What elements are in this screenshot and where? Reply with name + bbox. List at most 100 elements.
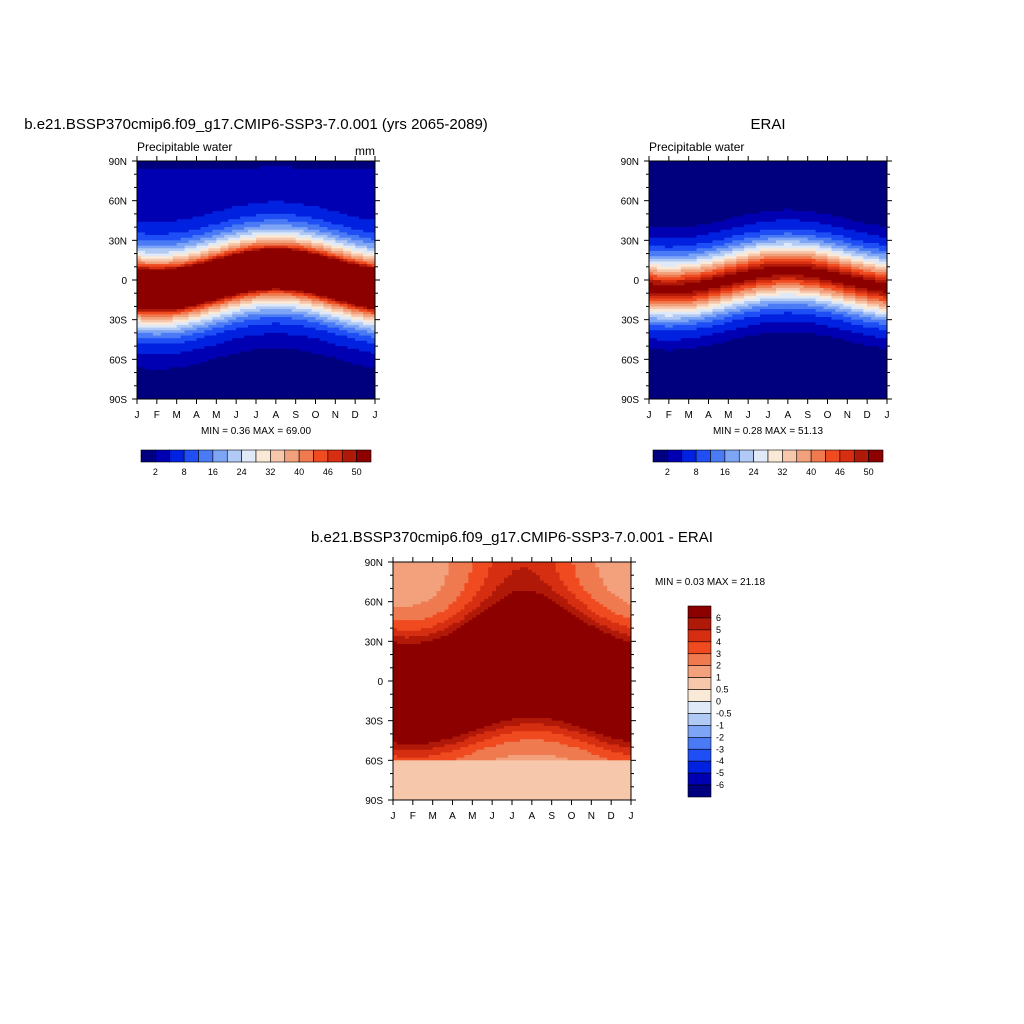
heatmap-cell [184,287,190,292]
heatmap-cell [228,227,233,231]
heatmap-cell [259,235,265,239]
heatmap-cell [311,232,317,236]
heatmap-cell [220,306,225,310]
heatmap-cell [323,335,328,339]
heatmap-cell [140,266,146,271]
heatmap-cell [295,290,301,294]
heatmap-cell [232,319,237,323]
heatmap-cell [172,332,178,337]
heatmap-cell [192,375,198,379]
heatmap-cell [228,211,233,215]
heatmap-cell [371,182,375,186]
heatmap-cell [208,359,213,363]
heatmap-cell [331,319,336,323]
heatmap-cell [236,338,241,342]
heatmap-cell [144,298,150,302]
heatmap-cell [137,213,142,218]
heatmap-cell [228,253,233,257]
heatmap-cell [331,293,336,297]
heatmap-cell [188,163,194,167]
heatmap-cell [140,227,146,231]
heatmap-cell [347,253,352,257]
heatmap-cell [196,311,202,315]
heatmap-cell [371,187,375,191]
heatmap-cell [347,298,352,302]
heatmap-cell [152,354,158,358]
heatmap-cell [244,166,249,170]
heatmap-cell [307,274,313,278]
heatmap-cell [148,200,154,204]
heatmap-cell [295,240,301,244]
heatmap-cell [315,306,321,310]
heatmap-cell [275,242,281,247]
heatmap-cell [291,327,297,331]
heatmap-cell [359,174,364,178]
heatmap-cell [363,282,368,286]
heatmap-cell [252,351,257,355]
heatmap-cell [192,303,198,308]
heatmap-cell [200,340,206,345]
heatmap-cell [160,343,166,347]
heatmap-cell [172,248,178,252]
heatmap-cell [287,245,293,249]
heatmap-cell [236,322,241,326]
heatmap-cell [172,264,178,268]
heatmap-cell [335,163,340,167]
heatmap-cell [256,309,261,313]
heatmap-cell [228,356,233,360]
heatmap-cell [299,221,305,226]
heatmap-cell [256,338,261,342]
heatmap-cell [232,264,237,268]
heatmap-cell [208,375,213,379]
heatmap-cell [200,161,206,165]
heatmap-cell [200,211,206,215]
heatmap-cell [192,219,198,223]
heatmap-cell [363,317,368,321]
heatmap-cell [216,219,221,223]
heatmap-cell [315,176,321,181]
heatmap-cell [271,163,277,167]
heatmap-cell [200,195,206,199]
heatmap-cell [371,245,375,249]
heatmap-cell [137,240,142,244]
heatmap-cell [303,216,309,220]
heatmap-cell [363,377,368,382]
heatmap-cell [236,232,241,236]
heatmap-cell [140,245,146,249]
heatmap-cell [307,351,313,355]
heatmap-cell [371,213,375,218]
heatmap-cell [311,367,317,371]
heatmap-cell [367,211,372,215]
heatmap-cell [232,176,237,181]
heatmap-cell [244,375,249,379]
heatmap-cell [144,293,150,297]
heatmap-cell [303,219,309,223]
heatmap-cell [148,311,154,315]
heatmap-cell [347,272,352,276]
heatmap-cell [220,240,225,244]
heatmap-cell [164,198,170,202]
heatmap-cell [196,314,202,318]
heatmap-cell [367,306,372,310]
heatmap-cell [303,240,309,244]
heatmap-cell [303,287,309,292]
heatmap-cell [315,375,321,379]
heatmap-cell [176,248,182,252]
heatmap-cell [323,168,328,173]
heatmap-cell [263,261,269,265]
heatmap-cell [232,322,237,326]
heatmap-cell [188,322,194,326]
heatmap-cell [295,295,301,300]
heatmap-cell [232,266,237,271]
heatmap-cell [248,182,253,186]
heatmap-cell [303,253,309,257]
heatmap-cell [208,221,213,226]
heatmap-cell [275,290,281,294]
heatmap-cell [180,311,186,315]
heatmap-cell [259,198,265,202]
heatmap-cell [144,324,150,329]
heatmap-cell [152,303,158,308]
heatmap-cell [244,372,249,376]
heatmap-cell [140,356,146,360]
heatmap-cell [240,198,245,202]
